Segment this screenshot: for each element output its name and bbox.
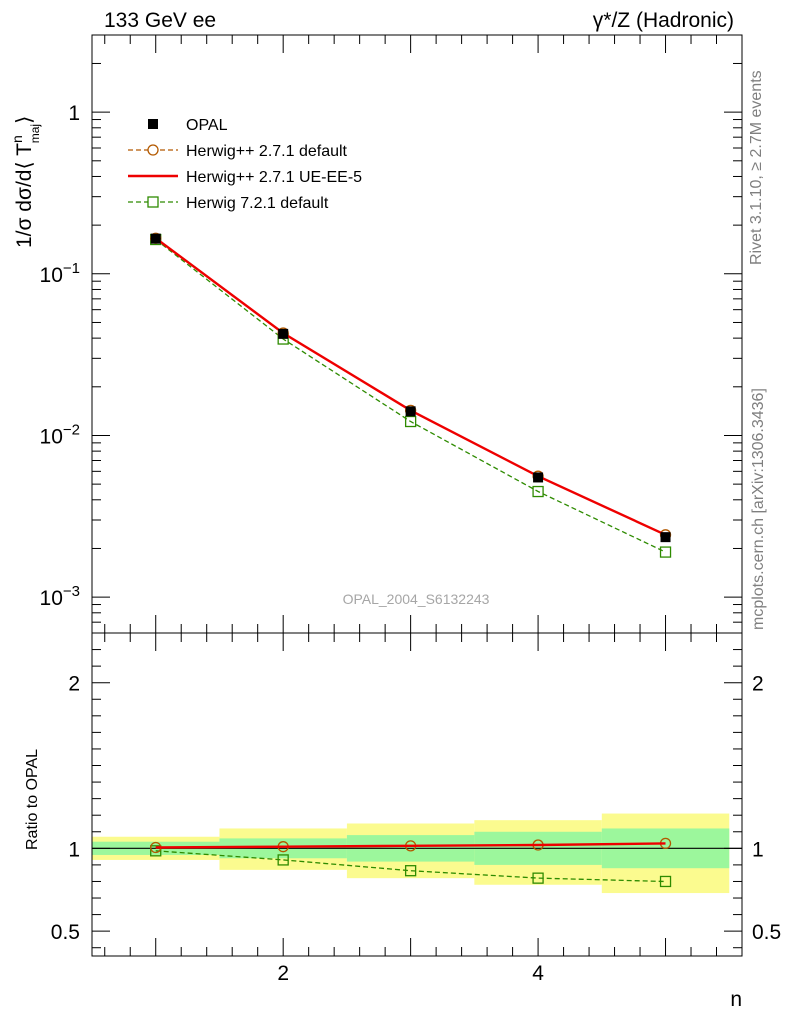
- ratio-uncertainty-bands: [92, 813, 730, 894]
- tick-base: 1: [68, 102, 80, 125]
- main-y-tick-label: 10−1: [40, 260, 80, 287]
- x-tick-label: 4: [532, 962, 544, 985]
- main-herwig7-point: [404, 415, 417, 428]
- tick-base: 10: [40, 425, 63, 448]
- ratio-y-tick-label-right: 1: [752, 838, 764, 861]
- tick-base: 10: [40, 587, 63, 610]
- main-herwig7-point: [659, 546, 672, 558]
- tick-exponent: −2: [63, 421, 80, 438]
- series-layer: [150, 232, 672, 888]
- legend-label: OPAL: [186, 117, 228, 134]
- legend-label: Herwig++ 2.7.1 UE-EE-5: [186, 169, 362, 186]
- main-opal-point: [405, 406, 416, 417]
- x-tick-label: 2: [277, 962, 289, 985]
- tick-base: 10: [40, 264, 63, 287]
- ratio-herwig7-point: [532, 872, 544, 884]
- main-opal-point: [278, 328, 289, 339]
- header-right: γ*/Z (Hadronic): [593, 9, 734, 32]
- legend-label: Herwig++ 2.7.1 default: [186, 143, 348, 160]
- ratio-y-tick-label-right: 0.5: [752, 921, 781, 944]
- analysis-watermark: OPAL_2004_S6132243: [343, 591, 490, 607]
- main-line-square-dashed: [155, 238, 666, 553]
- main-line-solid: [154, 237, 667, 536]
- axis-ticks: [92, 34, 742, 956]
- mcplots-label: mcplots.cern.ch [arXiv:1306.3436]: [750, 388, 767, 630]
- main-line-circle-dashed: [155, 237, 666, 536]
- ratio-herwig7-point: [659, 875, 672, 888]
- main-opal-point: [533, 472, 544, 483]
- ratio-y-axis-label: Ratio to OPAL: [24, 749, 41, 850]
- rivet-label: Rivet 3.1.10, ≥ 2.7M events: [748, 70, 765, 265]
- ratio-herwig7-point: [150, 845, 162, 857]
- main-y-axis-label: 1/σ dσ/d⟨ Tn maj⟩: [9, 116, 42, 248]
- main-y-label-sup: n: [9, 135, 25, 143]
- ratio-y-tick-label-left: 2: [68, 673, 80, 696]
- main-y-tick-label: 10−2: [40, 421, 80, 448]
- main-opal-point: [150, 233, 161, 244]
- x-axis-label: n: [730, 988, 742, 1011]
- ratio-y-tick-label-right: 2: [752, 673, 764, 696]
- ratio-y-tick-label-left: 1: [68, 838, 80, 861]
- ratio-y-tick-label-left: 0.5: [51, 921, 80, 944]
- ratio-herwig7-point: [277, 854, 289, 866]
- main-opal-point: [660, 532, 671, 543]
- legend-marker-circle: [147, 144, 159, 156]
- ratio-panel-frame: [91, 632, 743, 957]
- main-y-label-tail: ⟩: [13, 116, 36, 124]
- ratio-line-solid: [155, 842, 666, 849]
- main-y-label-sub: maj: [28, 124, 42, 143]
- main-y-label-text: 1/σ dσ/d⟨ T: [13, 143, 36, 248]
- legend-label: Herwig 7.2.1 default: [186, 195, 329, 212]
- legend-marker-opal: [148, 119, 158, 129]
- main-y-tick-label: 10−3: [40, 583, 80, 610]
- legend: OPAL Herwig++ 2.7.1 default Herwig++ 2.7.1…: [128, 117, 362, 212]
- header-left: 133 GeV ee: [104, 9, 216, 32]
- tick-labels: 110−110−210−30.5 0.51 12 22 4: [40, 102, 782, 985]
- ratio-line-square-dashed: [155, 850, 666, 883]
- tick-exponent: −1: [63, 260, 80, 277]
- tick-exponent: −3: [63, 583, 80, 600]
- legend-marker-square: [147, 196, 159, 208]
- ratio-herwig7-point: [404, 865, 417, 877]
- main-herwig7-point: [532, 485, 544, 498]
- main-y-tick-label: 1: [68, 102, 80, 125]
